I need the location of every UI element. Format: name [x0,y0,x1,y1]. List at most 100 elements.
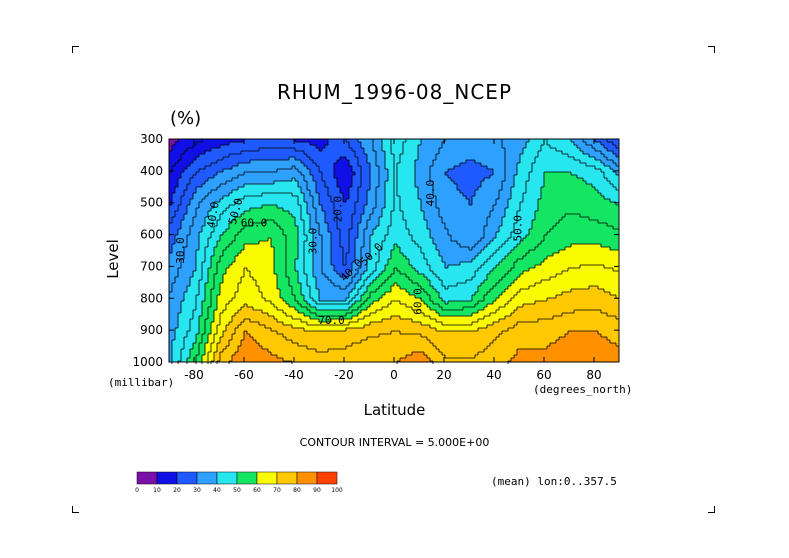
field-cell [457,235,461,239]
field-cell [511,139,515,143]
field-cell [307,151,311,155]
field-cell [373,205,377,209]
field-cell [259,235,263,239]
field-cell [388,142,392,146]
field-cell [505,160,509,164]
field-cell [553,160,557,164]
field-cell [226,157,230,161]
field-cell [295,190,299,194]
field-cell [439,211,443,215]
field-cell [508,229,512,233]
field-cell [340,181,344,185]
field-cell [490,166,494,170]
field-cell [202,184,206,188]
field-cell [607,223,611,227]
field-cell [460,196,464,200]
field-cell [394,178,398,182]
field-cell [463,175,467,179]
field-cell [226,181,230,185]
field-cell [313,172,317,176]
field-cell [544,163,548,167]
field-cell [358,202,362,206]
field-cell [409,220,413,224]
field-cell [334,223,338,227]
field-cell [433,211,437,215]
field-cell [283,199,287,203]
field-cell [283,178,287,182]
field-cell [487,217,491,221]
field-cell [382,220,386,224]
field-cell [409,172,413,176]
field-cell [205,235,209,239]
field-cell [595,232,599,236]
field-cell [535,154,539,158]
field-cell [247,178,251,182]
field-cell [304,184,308,188]
field-cell [370,217,374,221]
field-cell [616,193,619,197]
field-cell [427,139,431,143]
field-cell [256,223,260,227]
field-cell [409,193,413,197]
field-cell [280,220,284,224]
field-cell [370,175,374,179]
field-cell [481,169,485,173]
field-cell [202,220,206,224]
field-cell [349,163,353,167]
field-cell [283,145,287,149]
field-cell [394,172,398,176]
field-cell [571,187,575,191]
field-cell [409,184,413,188]
field-cell [610,178,614,182]
field-cell [592,205,596,209]
field-cell [328,181,332,185]
field-cell [589,235,593,239]
field-cell [211,148,215,152]
field-cell [457,163,461,167]
field-cell [271,154,275,158]
field-cell [277,178,281,182]
field-cell [400,202,404,206]
field-cell [202,232,206,236]
field-cell [418,202,422,206]
field-cell [217,214,221,218]
field-cell [568,142,572,146]
field-cell [598,139,602,143]
field-cell [556,157,560,161]
field-cell [172,220,176,224]
field-cell [196,172,200,176]
field-cell [337,148,341,152]
field-cell [466,166,470,170]
field-cell [214,154,218,158]
field-cell [352,175,356,179]
field-cell [295,202,299,206]
field-cell [241,145,245,149]
field-cell [355,187,359,191]
field-cell [379,181,383,185]
field-cell [172,175,176,179]
field-cell [550,157,554,161]
field-cell [451,184,455,188]
field-cell [454,202,458,206]
field-cell [337,214,341,218]
field-cell [256,166,260,170]
field-cell [253,199,257,203]
field-cell [346,229,350,233]
field-cell [283,232,287,236]
field-cell [190,238,194,242]
field-cell [583,208,587,212]
field-cell [337,220,341,224]
field-cell [613,211,617,215]
field-cell [322,217,326,221]
field-cell [445,235,449,239]
field-cell [184,217,188,221]
field-cell [244,190,248,194]
field-cell [439,205,443,209]
field-cell [589,148,593,152]
field-cell [232,217,236,221]
field-cell [334,214,338,218]
field-cell [433,220,437,224]
field-cell [523,211,527,215]
field-cell [442,202,446,206]
field-cell [295,184,299,188]
